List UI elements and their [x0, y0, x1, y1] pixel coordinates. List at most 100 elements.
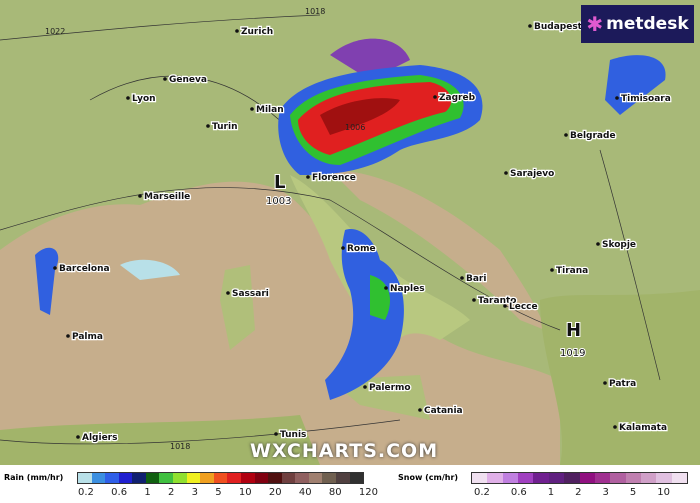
colorbar-swatch — [105, 473, 119, 483]
legend-tick: 3 — [191, 487, 198, 498]
colorbar-swatch — [227, 473, 241, 483]
city-label: Timisoara — [621, 94, 671, 104]
city-dot — [615, 96, 619, 100]
city-dot — [206, 124, 210, 128]
city-dot — [384, 286, 388, 290]
city-label: Patra — [609, 379, 636, 389]
city-label: Sarajevo — [510, 169, 554, 179]
snow-legend-label: Snow (cm/hr) — [398, 473, 459, 482]
city-label: Palermo — [369, 383, 411, 393]
city-label: Taranto — [478, 296, 516, 306]
city-label: Belgrade — [570, 131, 616, 141]
city-dot — [603, 381, 607, 385]
colorbar-swatch — [186, 473, 201, 483]
colorbar-swatch — [564, 473, 580, 483]
city-dot — [341, 246, 345, 250]
city-dot — [274, 432, 278, 436]
colorbar-swatch — [335, 473, 350, 483]
colorbar-swatch — [671, 473, 688, 483]
city-dot — [503, 304, 507, 308]
precipitation-map: Zurich Geneva Lyon Milan Turin Marseille Flore… — [0, 0, 700, 465]
precipitation — [35, 38, 666, 400]
city-label: Lyon — [132, 94, 156, 104]
legend-tick: 0.6 — [510, 487, 527, 498]
city-dot — [564, 133, 568, 137]
legend-tick: 120 — [358, 487, 378, 498]
city-dot — [250, 107, 254, 111]
city-label: Barcelona — [59, 264, 110, 274]
rain-colorbar — [77, 472, 364, 484]
colorbar-swatch — [533, 473, 549, 483]
legend-tick: 40 — [298, 487, 312, 498]
colorbar-swatch — [213, 473, 228, 483]
legend-tick: 0.2 — [78, 487, 94, 498]
city-dot — [418, 408, 422, 412]
legend-tick: 5 — [629, 487, 637, 498]
city-label: Budapest — [534, 22, 583, 32]
isobar-label: 1018 — [305, 7, 325, 16]
city-label: Marseille — [144, 192, 190, 202]
isobar-labels: 1022 1018 1018 1006 — [45, 7, 365, 451]
high-pressure-value: 1019 — [560, 348, 585, 359]
balkans-greece — [540, 290, 700, 465]
city-label: Bari — [466, 274, 486, 284]
isobar-label: 1022 — [45, 27, 65, 36]
colorbar-swatch — [579, 473, 595, 483]
colorbar-swatch — [118, 473, 133, 483]
snow-ticks: 0.2 0.6 1 2 3 5 10 — [474, 487, 670, 498]
high-pressure-marker: H — [566, 320, 581, 341]
city-dot — [66, 334, 70, 338]
city-dot — [613, 425, 617, 429]
city-label: Turin — [212, 122, 238, 132]
city-label: Skopje — [602, 240, 636, 250]
legend-tick: 0.6 — [111, 487, 128, 498]
legend-tick: 20 — [268, 487, 282, 498]
adriatic-sea — [330, 170, 545, 330]
city-label: Naples — [390, 284, 425, 294]
city-dot — [504, 171, 508, 175]
colorbar-swatch — [308, 473, 323, 483]
city-label: Milan — [256, 105, 284, 115]
colorbar-swatch — [200, 473, 214, 483]
isobar-label: 1018 — [170, 442, 190, 451]
colorbar-swatch — [78, 473, 92, 483]
colorbar-swatch — [640, 473, 657, 483]
rain-legend-label: Rain (mm/hr) — [4, 473, 64, 482]
colorbar-swatch — [518, 473, 534, 483]
rain-ticks: 0.2 0.6 1 2 3 5 10 20 40 80 120 — [78, 487, 378, 498]
legend-tick: 2 — [167, 487, 175, 498]
metdesk-logo: ✱ metdesk — [581, 5, 694, 43]
logo-text: metdesk — [606, 14, 689, 34]
watermark: WXCHARTS.COM — [250, 440, 439, 462]
legend-tick: 10 — [657, 487, 670, 498]
colorbar-swatch — [610, 473, 626, 483]
colorbar-swatch — [656, 473, 672, 483]
city-label: Geneva — [169, 75, 207, 85]
snow-colorbar — [471, 472, 688, 484]
north-africa — [0, 415, 320, 465]
city-label: Zurich — [241, 27, 273, 37]
city-dot — [163, 77, 167, 81]
legend-tick: 3 — [602, 487, 609, 498]
logo-star-icon: ✱ — [586, 12, 604, 36]
colorbar-swatch — [487, 473, 503, 483]
low-pressure-value: 1003 — [266, 196, 291, 207]
city-label: Tunis — [280, 430, 306, 440]
city-label: Rome — [347, 244, 376, 254]
city-dot — [550, 268, 554, 272]
colorbar-swatch — [132, 473, 146, 483]
legend: Rain (mm/hr) 0.2 0.6 1 2 3 5 10 20 40 80 120 Snow … — [0, 465, 700, 503]
colorbar-swatch — [295, 473, 309, 483]
legend-tick: 1 — [144, 487, 151, 498]
colorbar-swatch — [159, 473, 174, 483]
colorbar-swatch — [472, 473, 488, 483]
colorbar-swatch — [268, 473, 282, 483]
city-label: Tirana — [556, 266, 588, 276]
city-label: Zagreb — [439, 93, 476, 103]
legend-tick: 10 — [238, 487, 252, 498]
city-dot — [226, 291, 230, 295]
legend-tick: 1 — [547, 487, 555, 498]
city-label: Catania — [424, 406, 463, 416]
legend-tick: 2 — [575, 487, 582, 498]
city-label: Lecce — [509, 302, 538, 312]
